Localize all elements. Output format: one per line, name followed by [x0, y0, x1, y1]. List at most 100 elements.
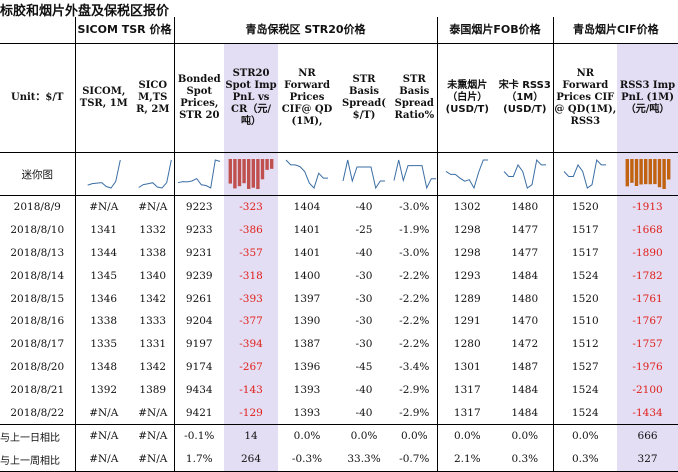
- line-sparkline: [446, 159, 489, 190]
- cell-c9: 1484: [511, 269, 539, 282]
- spark-bar: [657, 159, 661, 188]
- table-row: 2018/8/17 1335 1331 9197 -394 1387 -30 -2.2% 128…: [0, 332, 678, 356]
- line-sparkline: [503, 158, 546, 189]
- cell-c9: 1484: [511, 383, 539, 396]
- line-sparkline: [563, 158, 607, 189]
- cell-c8: 1317: [436, 401, 498, 425]
- cell-c2: 1333: [139, 315, 167, 328]
- cell-c2: 1332: [139, 224, 167, 237]
- cell-c8: 1302: [436, 195, 498, 219]
- table-row: 2018/8/14 1345 1340 9239 -318 1400 -30 -2.2% 129…: [0, 264, 678, 288]
- cell-c6: 0.0%: [350, 430, 378, 443]
- spark-line: [138, 159, 172, 189]
- table-row: 2018/8/9 #N/A #N/A 9223 -323 1404 -40 -3.0% 1302…: [0, 195, 678, 219]
- cell-c9: 1472: [511, 338, 539, 351]
- spark-bar: [242, 159, 246, 184]
- cell-c4: -323: [224, 195, 279, 219]
- cell-c1: #N/A: [74, 195, 132, 219]
- col-header-nr-forward-rss3: NR Forward Prices CIF @ QD(1M), RSS3: [552, 43, 618, 153]
- cell-c4: -377: [224, 309, 279, 333]
- col-header-bonded-spot: Bonded Spot Prices, STR 20: [173, 43, 225, 153]
- cell-c1: 1392: [74, 378, 132, 402]
- cell-c7: -2.9%: [392, 401, 438, 425]
- row-date: 2018/8/13: [10, 246, 65, 259]
- cell-c3: 9197: [173, 332, 225, 356]
- cell-c3: 9261: [173, 287, 225, 310]
- spark-bar: [270, 159, 274, 169]
- spark-bar: [247, 159, 251, 189]
- spark-bar: [625, 159, 629, 187]
- row-date: 2018/8/17: [10, 338, 65, 351]
- cell-c10: 1510: [552, 309, 618, 333]
- cell-c10: 0.0%: [552, 424, 618, 448]
- cell-c6: -30: [355, 315, 373, 328]
- cell-c11: 327: [617, 447, 678, 472]
- sparkline-cell: [617, 152, 678, 196]
- cell-c6: -40: [355, 246, 373, 259]
- sparkline-cell: [278, 152, 337, 196]
- sparkline-cell: [132, 152, 175, 196]
- sparkline-cell: [552, 152, 618, 196]
- sparkline-cell: [336, 152, 393, 196]
- line-sparkline: [138, 159, 172, 189]
- cell-c8: 1298: [436, 218, 498, 242]
- table-row: 2018/8/22 #N/A #N/A 9421 -129 1393 -40 -2.9% 131…: [0, 401, 678, 425]
- cell-c5: 1390: [293, 315, 321, 328]
- cell-c3: 9233: [173, 218, 225, 242]
- cell-c9: 1477: [511, 224, 539, 237]
- sparkline-cell: [392, 152, 438, 196]
- spark-bar: [237, 159, 242, 187]
- spark-line: [178, 159, 221, 189]
- row-date: 2018/8/10: [10, 224, 65, 237]
- spark-line: [87, 159, 121, 189]
- cell-c5: 1393: [293, 383, 321, 396]
- sparkline-cell: [436, 152, 498, 196]
- compare-label: 与上一日相比: [0, 432, 60, 444]
- cell-c3: 9204: [173, 309, 225, 333]
- cell-c4: 264: [224, 447, 279, 472]
- spark-bar: [629, 159, 634, 183]
- spark-bar: [652, 159, 657, 185]
- cell-c5: 1397: [293, 292, 321, 305]
- cell-c10: 1524: [552, 378, 618, 402]
- cell-c3: 9434: [173, 378, 225, 402]
- cell-c9: 1477: [511, 246, 539, 259]
- table-row: 2018/8/16 1338 1333 9204 -377 1390 -30 -2.2% 129…: [0, 309, 678, 333]
- spark-bar: [648, 159, 652, 185]
- cell-c10: 0.3%: [552, 447, 618, 472]
- cell-c3: 9223: [173, 195, 225, 219]
- table-row: 2018/8/21 1392 1389 9434 -143 1393 -40 -2.9% 131…: [0, 378, 678, 402]
- table-row: 2018/8/15 1346 1342 9261 -393 1397 -30 -2.2% 128…: [0, 287, 678, 310]
- row-date: 2018/8/15: [10, 292, 65, 305]
- cell-c11: 666: [617, 424, 678, 448]
- row-date: 2018/8/16: [10, 315, 65, 328]
- cell-c9: 1470: [511, 315, 539, 328]
- cell-c2: 1342: [139, 292, 167, 305]
- cell-c1: 1335: [74, 332, 132, 356]
- cell-c2: #N/A: [132, 401, 175, 425]
- row-date: 2018/8/22: [0, 401, 75, 425]
- page-title: 标胶和烟片外盘及保税区报价: [0, 4, 170, 19]
- cell-c2: #N/A: [138, 430, 168, 443]
- cell-c10: 1512: [552, 332, 618, 356]
- spark-line: [446, 159, 489, 190]
- cell-c11: -1767: [617, 309, 678, 333]
- cell-c2: 1340: [139, 269, 167, 282]
- cell-c6: 33.3%: [336, 447, 393, 472]
- cell-c7: -3.0%: [399, 246, 430, 259]
- cell-c11: -1913: [617, 195, 678, 219]
- table-row: 2018/8/10 1341 1332 9233 -386 1401 -25 -1.9% 129…: [0, 218, 678, 242]
- cell-c8: 2.1%: [436, 447, 498, 472]
- cell-c5: 1396: [293, 360, 321, 373]
- spark-line: [342, 159, 386, 190]
- cell-c9: 0.3%: [497, 447, 554, 472]
- compare-row: 与上一周相比 #N/A #N/A 1.7% 264 -0.3% 33.3% -0.7% 2.1%…: [0, 447, 678, 472]
- cell-c4: -386: [224, 218, 279, 242]
- cell-c5: 1393: [278, 401, 337, 425]
- cell-c8: 1317: [436, 378, 498, 402]
- cell-c5: -0.3%: [278, 447, 337, 472]
- cell-c1: #N/A: [74, 447, 132, 472]
- cell-c11: -1434: [617, 401, 678, 425]
- cell-c11: -1761: [617, 287, 678, 310]
- spark-bar: [233, 159, 237, 189]
